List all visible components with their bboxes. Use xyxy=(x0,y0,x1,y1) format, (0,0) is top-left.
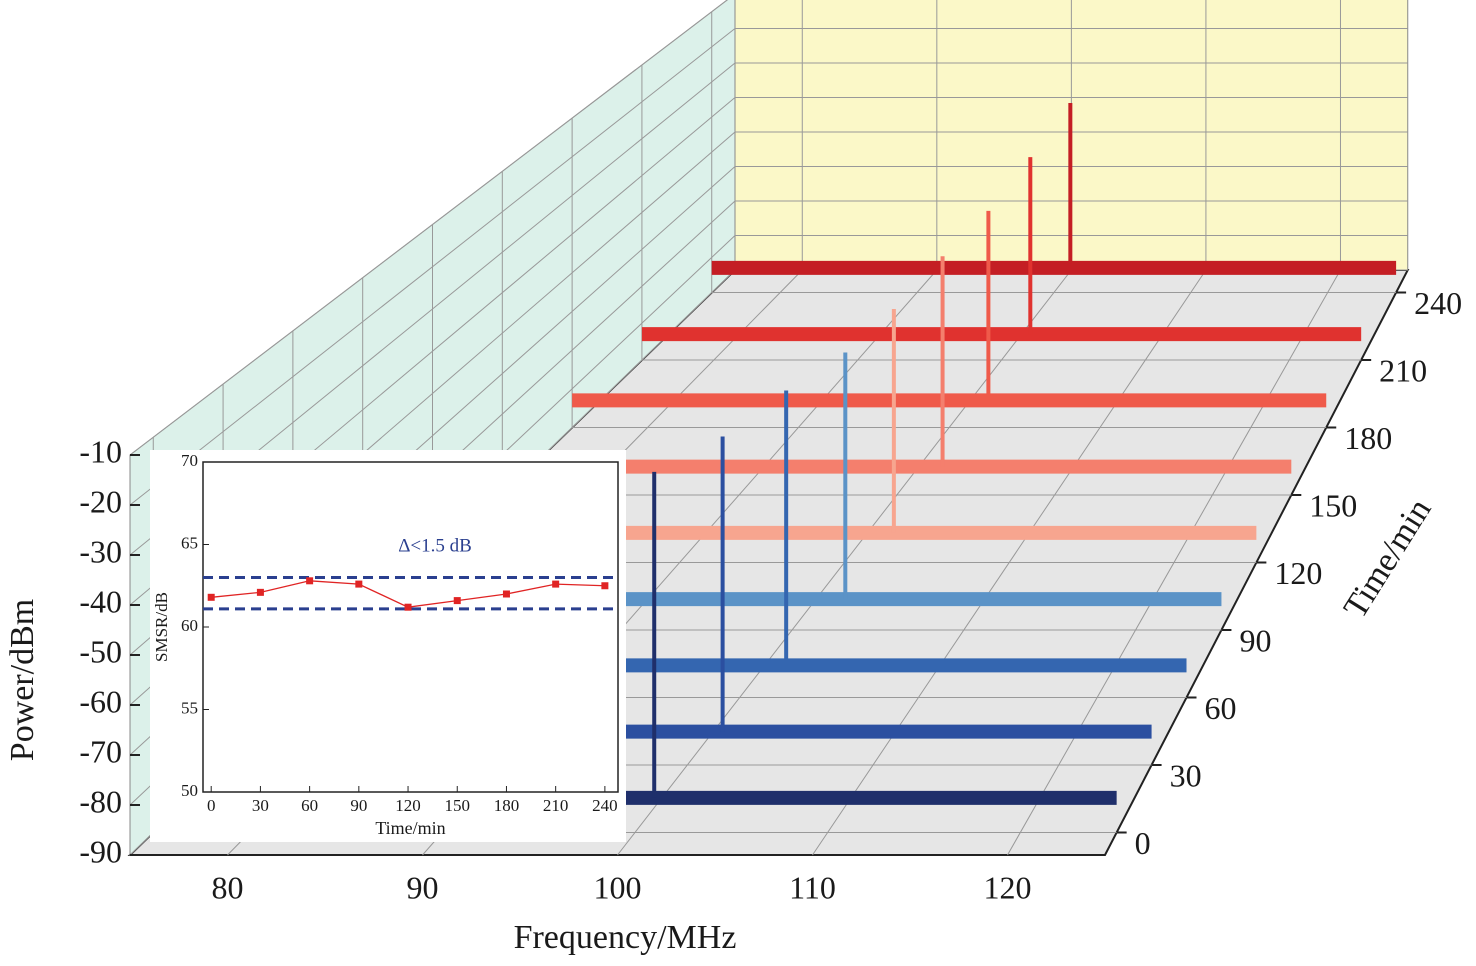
y-tick-label: 55 xyxy=(181,698,198,717)
z-tick-label: 60 xyxy=(1205,690,1237,726)
y-tick-label: 50 xyxy=(181,781,198,800)
y-tick-label: -50 xyxy=(79,633,122,669)
grid-line xyxy=(129,62,1408,556)
x-tick-label: 30 xyxy=(252,796,269,815)
x-tick-label: 80 xyxy=(212,869,244,905)
y-tick-label: -10 xyxy=(79,433,122,469)
x-tick-label: 120 xyxy=(984,869,1032,905)
marker xyxy=(256,588,264,596)
marker xyxy=(207,593,215,601)
z-tick-label: 210 xyxy=(1379,352,1427,388)
y-tick-label: -70 xyxy=(79,733,122,769)
x-tick-label: 0 xyxy=(207,796,216,815)
annotation: Δ<1.5 dB xyxy=(398,535,472,556)
y-tick-label: -40 xyxy=(79,583,122,619)
y-axis-title: Power/dBm xyxy=(4,599,41,761)
marker xyxy=(404,603,412,611)
x-tick-label: 90 xyxy=(350,796,367,815)
y-tick-label: -90 xyxy=(79,833,122,869)
x-tick-label: 240 xyxy=(592,796,618,815)
y-tick-label: 70 xyxy=(181,451,198,470)
y-tick-label: -80 xyxy=(79,783,122,819)
x-tick-label: 180 xyxy=(494,796,520,815)
marker xyxy=(453,597,461,605)
x-tick-label: 120 xyxy=(395,796,421,815)
marker xyxy=(552,580,560,588)
marker xyxy=(306,577,314,585)
marker xyxy=(355,580,363,588)
y-tick-label: 65 xyxy=(181,533,198,552)
x-tick-label: 60 xyxy=(301,796,318,815)
grid-line xyxy=(129,0,728,456)
y-tick-label: 60 xyxy=(181,616,198,635)
grid-line xyxy=(571,118,1327,428)
grid-line xyxy=(641,64,1362,361)
x-tick-label: 150 xyxy=(444,796,470,815)
inset-background xyxy=(150,450,626,842)
z-tick-label: 90 xyxy=(1239,622,1271,658)
marker xyxy=(502,590,510,598)
x-tick-label: 110 xyxy=(789,869,836,905)
y-tick-label: -60 xyxy=(79,683,122,719)
y-axis-title: SMSR/dB xyxy=(152,592,171,662)
x-tick-label: 90 xyxy=(407,869,439,905)
z-tick-label: 180 xyxy=(1344,420,1392,456)
x-axis-title: Time/min xyxy=(375,818,445,838)
z-tick-label: 240 xyxy=(1414,285,1462,321)
y-tick-label: -20 xyxy=(79,483,122,519)
z-tick-label: 30 xyxy=(1170,757,1202,793)
x-tick-label: 100 xyxy=(594,869,642,905)
grid-line xyxy=(129,28,1408,506)
z-tick-label: 150 xyxy=(1309,487,1357,523)
marker xyxy=(601,582,609,590)
z-tick-label: 120 xyxy=(1274,555,1322,591)
grid-line xyxy=(129,97,1408,606)
z-tick-label: 0 xyxy=(1135,825,1151,861)
x-axis-title: Frequency/MHz xyxy=(514,919,737,956)
grid-line xyxy=(711,11,1397,293)
y-tick-label: -30 xyxy=(79,533,122,569)
x-tick-label: 210 xyxy=(543,796,569,815)
